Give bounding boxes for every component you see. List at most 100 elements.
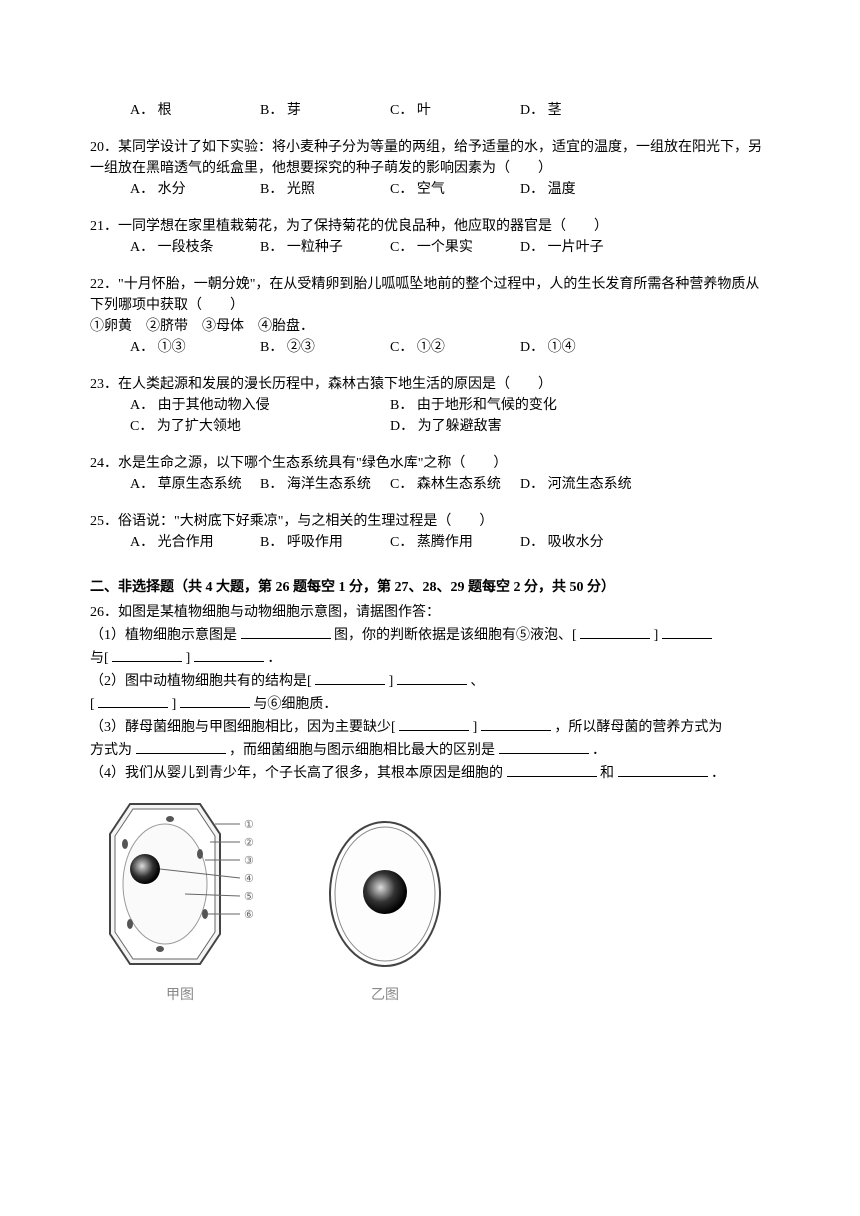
- animal-cell-diagram: 乙图: [320, 814, 450, 1006]
- q26-s3d: ，而细菌细胞与图示细胞相比最大的区别是: [229, 743, 495, 758]
- q23-opt-b: B． 由于地形和气候的变化: [390, 395, 690, 416]
- blank: [499, 738, 589, 754]
- animal-cell-svg: [320, 814, 450, 974]
- q21-opt-d: D． 一片叶子: [520, 237, 650, 258]
- q26-sub3: （3）酵母菌细胞与甲图细胞相比，因为主要缺少[ ] ，所以酵母菌的营养方式为 ，…: [90, 715, 770, 761]
- blank: [399, 715, 469, 731]
- q26-s4b: 和: [600, 766, 614, 781]
- leader-4: ④: [244, 873, 254, 885]
- q26-s1a: （1）植物细胞示意图是: [90, 628, 237, 643]
- animal-cell-label: 乙图: [320, 985, 450, 1006]
- q26-s3cword: 方式为: [90, 743, 132, 758]
- q22-stem: 22．"十月怀胎，一朝分娩"，在从受精卵到胎儿呱呱坠地前的整个过程中，人的生长发…: [90, 274, 770, 316]
- q22-opt-a: A． ①③: [130, 337, 260, 358]
- blank: [136, 738, 226, 754]
- cell-diagram-row: ① ② ③ ④ ⑤ ⑥ 甲图 乙图: [90, 794, 770, 1006]
- q22: 22．"十月怀胎，一朝分娩"，在从受精卵到胎儿呱呱坠地前的整个过程中，人的生长发…: [90, 274, 770, 358]
- q20: 20．某同学设计了如下实验：将小麦种子分为等量的两组，给予适量的水，适宜的温度，…: [90, 137, 770, 200]
- q23-options-2: C． 为了扩大领地 D． 为了躲避敌害: [90, 416, 770, 437]
- q26-sub4: （4）我们从婴儿到青少年，个子长高了很多，其根本原因是细胞的 和 ．: [90, 761, 770, 784]
- q21-opt-b: B． 一粒种子: [260, 237, 390, 258]
- leader-2: ②: [244, 837, 254, 849]
- q26-s2c: 、: [470, 674, 484, 689]
- leader-6: ⑥: [244, 909, 254, 921]
- q20-stem: 20．某同学设计了如下实验：将小麦种子分为等量的两组，给予适量的水，适宜的温度，…: [90, 137, 770, 179]
- blank: [98, 692, 168, 708]
- q24-opt-d: D． 河流生态系统: [520, 474, 650, 495]
- q21: 21．一同学想在家里植栽菊花，为了保持菊花的优良品种，他应取的器官是（ ） A．…: [90, 216, 770, 258]
- q21-opt-c: C． 一个果实: [390, 237, 520, 258]
- opt-a: A． 根: [130, 100, 260, 121]
- q20-opt-d: D． 温度: [520, 179, 650, 200]
- q23-opt-a: A． 由于其他动物入侵: [130, 395, 390, 416]
- q25-options: A． 光合作用 B． 呼吸作用 C． 蒸腾作用 D． 吸收水分: [90, 532, 770, 553]
- q26-s3e: ．: [592, 743, 606, 758]
- q26-s1b: 图，你的判断依据是该细胞有⑤液泡、[: [334, 628, 577, 643]
- blank: [507, 761, 597, 777]
- q26-s1e: ]: [186, 651, 191, 666]
- blank: [180, 692, 250, 708]
- q24-opt-a: A． 草原生态系统: [130, 474, 260, 495]
- q21-options: A． 一段枝条 B． 一粒种子 C． 一个果实 D． 一片叶子: [90, 237, 770, 258]
- leader-3: ③: [244, 855, 254, 867]
- blank: [241, 623, 331, 639]
- q21-stem: 21．一同学想在家里植栽菊花，为了保持菊花的优良品种，他应取的器官是（ ）: [90, 216, 770, 237]
- q26-s2d: [: [90, 697, 95, 712]
- q21-opt-a: A． 一段枝条: [130, 237, 260, 258]
- q26-s3c: ，所以酵母菌的营养方式为: [554, 720, 722, 735]
- q24-opt-c: C． 森林生态系统: [390, 474, 520, 495]
- q26: 26．如图是某植物细胞与动物细胞示意图，请据图作答： （1）植物细胞示意图是 图…: [90, 602, 770, 784]
- q26-s2a: （2）图中动植物细胞共有的结构是[: [90, 674, 312, 689]
- q24-stem: 24．水是生命之源，以下哪个生态系统具有"绿色水库"之称（ ）: [90, 453, 770, 474]
- q23-opt-d: D． 为了躲避敌害: [390, 416, 690, 437]
- q26-stem: 26．如图是某植物细胞与动物细胞示意图，请据图作答：: [90, 602, 770, 623]
- q22-options: A． ①③ B． ②③ C． ①② D． ①④: [90, 337, 770, 358]
- q23-options-1: A． 由于其他动物入侵 B． 由于地形和气候的变化: [90, 395, 770, 416]
- blank: [618, 761, 708, 777]
- q24: 24．水是生命之源，以下哪个生态系统具有"绿色水库"之称（ ） A． 草原生态系…: [90, 453, 770, 495]
- q22-opt-d: D． ①④: [520, 337, 650, 358]
- q24-opt-b: B． 海洋生态系统: [260, 474, 390, 495]
- blank: [112, 646, 182, 662]
- blank: [580, 623, 650, 639]
- q26-s1d: 与[: [90, 651, 109, 666]
- blank: [481, 715, 551, 731]
- opt-b: B． 芽: [260, 100, 390, 121]
- q25: 25．俗语说："大树底下好乘凉"，与之相关的生理过程是（ ） A． 光合作用 B…: [90, 511, 770, 553]
- q20-options: A． 水分 B． 光照 C． 空气 D． 温度: [90, 179, 770, 200]
- options-row: A． 根 B． 芽 C． 叶 D． 茎: [90, 100, 770, 121]
- q26-s2b: ]: [389, 674, 394, 689]
- opt-c: C． 叶: [390, 100, 520, 121]
- q25-stem: 25．俗语说："大树底下好乘凉"，与之相关的生理过程是（ ）: [90, 511, 770, 532]
- q25-opt-b: B． 呼吸作用: [260, 532, 390, 553]
- q24-options: A． 草原生态系统 B． 海洋生态系统 C． 森林生态系统 D． 河流生态系统: [90, 474, 770, 495]
- q26-s1f: ．: [267, 651, 281, 666]
- opt-d: D． 茎: [520, 100, 650, 121]
- blank: [397, 669, 467, 685]
- q26-s1c: ]: [654, 628, 659, 643]
- leader-5: ⑤: [244, 891, 254, 903]
- plant-cell-svg: ① ② ③ ④ ⑤ ⑥: [100, 794, 260, 974]
- q26-s3b: ]: [473, 720, 478, 735]
- leader-1: ①: [244, 819, 254, 831]
- blank: [194, 646, 264, 662]
- q26-s2e: ]: [172, 697, 177, 712]
- q23-stem: 23．在人类起源和发展的漫长历程中，森林古猿下地生活的原因是（ ）: [90, 374, 770, 395]
- q25-opt-c: C． 蒸腾作用: [390, 532, 520, 553]
- q26-s4c: ．: [711, 766, 725, 781]
- q20-opt-b: B． 光照: [260, 179, 390, 200]
- section-2-title: 二、非选择题（共 4 大题，第 26 题每空 1 分，第 27、28、29 题每…: [90, 577, 770, 598]
- q26-s3a: （3）酵母菌细胞与甲图细胞相比，因为主要缺少[: [90, 720, 396, 735]
- q22-choices: ①卵黄 ②脐带 ③母体 ④胎盘．: [90, 316, 770, 337]
- blank: [315, 669, 385, 685]
- q26-sub2: （2）图中动植物细胞共有的结构是[ ] 、 [ ] 与⑥细胞质．: [90, 669, 770, 715]
- q22-opt-b: B． ②③: [260, 337, 390, 358]
- q26-s4a: （4）我们从婴儿到青少年，个子长高了很多，其根本原因是细胞的: [90, 766, 503, 781]
- q26-s2f: 与⑥细胞质．: [253, 697, 337, 712]
- blank: [662, 623, 712, 639]
- q20-opt-c: C． 空气: [390, 179, 520, 200]
- q23-opt-c: C． 为了扩大领地: [130, 416, 390, 437]
- plant-cell-diagram: ① ② ③ ④ ⑤ ⑥ 甲图: [100, 794, 260, 1006]
- q26-sub1: （1）植物细胞示意图是 图，你的判断依据是该细胞有⑤液泡、[ ] 与[ ] ．: [90, 623, 770, 669]
- q25-opt-a: A． 光合作用: [130, 532, 260, 553]
